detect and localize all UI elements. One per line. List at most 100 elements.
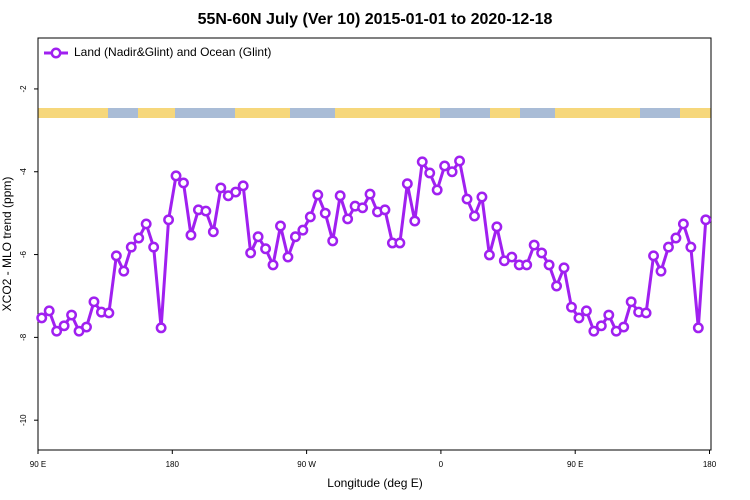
data-point <box>506 251 518 263</box>
data-point <box>528 239 540 251</box>
data-point <box>566 301 577 313</box>
data-point <box>655 265 667 277</box>
data-point <box>237 180 249 192</box>
data-point <box>454 155 466 167</box>
data-point <box>648 250 659 262</box>
data-point <box>103 307 115 319</box>
data-point <box>394 237 406 249</box>
data-point <box>603 309 615 321</box>
data-point <box>618 321 630 333</box>
data-point <box>312 189 324 201</box>
data-point <box>36 312 48 324</box>
data-point <box>469 210 480 222</box>
x-tick-label: 90 E <box>30 460 46 469</box>
y-tick-label: -10 <box>19 414 28 426</box>
data-point <box>170 170 182 182</box>
data-point <box>334 190 346 202</box>
data-point <box>51 325 63 337</box>
data-point <box>178 177 189 189</box>
data-point <box>230 186 242 198</box>
data-point <box>446 166 458 178</box>
data-point <box>200 205 212 217</box>
y-tick-label: -6 <box>19 250 28 258</box>
data-point <box>551 280 563 292</box>
data-point <box>401 178 413 190</box>
data-point <box>155 322 167 334</box>
data-point <box>439 160 451 172</box>
data-point <box>588 325 600 337</box>
data-point <box>81 321 92 333</box>
data-point <box>558 262 570 274</box>
data-point <box>536 247 548 259</box>
data-point <box>267 259 279 271</box>
data-point <box>43 305 55 317</box>
data-point <box>148 241 160 253</box>
data-point <box>416 156 428 168</box>
x-tick-label: 90 E <box>567 460 583 469</box>
x-tick-label: 0 <box>439 460 444 469</box>
data-point <box>663 241 674 253</box>
y-tick-label: -8 <box>19 333 28 341</box>
data-point <box>133 232 145 244</box>
data-point <box>58 320 70 332</box>
data-point <box>357 202 369 214</box>
data-point <box>573 312 585 324</box>
data-point <box>342 213 354 225</box>
series-line <box>40 159 708 333</box>
data-point <box>289 231 301 243</box>
y-axis-label: XCO2 - MLO trend (ppm) <box>0 177 14 312</box>
data-point <box>163 214 175 226</box>
data-point <box>304 211 316 223</box>
data-point <box>379 204 391 216</box>
data-point <box>319 207 331 219</box>
y-tick-label: -4 <box>19 168 28 176</box>
data-point <box>483 249 495 261</box>
data-point <box>670 232 682 244</box>
data-point <box>521 259 533 271</box>
data-point <box>185 229 197 241</box>
data-point <box>677 218 689 230</box>
data-point <box>625 296 637 308</box>
chart-title: 55N-60N July (Ver 10) 2015-01-01 to 2020… <box>198 11 553 28</box>
data-point <box>424 167 436 179</box>
data-point <box>140 218 152 230</box>
data-point <box>260 243 272 255</box>
data-point <box>692 322 704 334</box>
map-strip <box>38 108 711 118</box>
x-tick-label: 90 W <box>297 460 316 469</box>
data-point <box>409 215 421 227</box>
plot-frame <box>37 37 712 451</box>
x-tick-label: 180 <box>703 460 717 469</box>
x-tick-label: 180 <box>166 460 180 469</box>
data-point <box>685 241 697 253</box>
data-point <box>364 188 376 200</box>
data-point <box>700 214 712 226</box>
data-point <box>297 224 309 236</box>
legend-label: Land (Nadir&Glint) and Ocean (Glint) <box>74 45 271 59</box>
data-point <box>215 182 227 194</box>
data-point <box>88 296 100 308</box>
data-point <box>66 309 78 321</box>
data-point <box>207 226 219 238</box>
legend-marker <box>50 47 62 59</box>
data-point <box>252 231 264 243</box>
data-point <box>431 184 443 196</box>
data-point <box>275 220 286 232</box>
data-point <box>580 305 592 317</box>
data-point <box>491 221 503 233</box>
data-point <box>110 250 122 262</box>
data-point <box>282 251 294 263</box>
data-point <box>118 265 130 277</box>
y-tick-label: -2 <box>19 85 28 93</box>
data-point <box>125 241 137 253</box>
data-point <box>327 235 339 247</box>
data-point <box>640 307 652 319</box>
data-point <box>461 193 473 205</box>
data-point <box>245 247 257 259</box>
data-point <box>595 320 607 332</box>
data-point <box>543 259 555 271</box>
data-point <box>476 191 488 203</box>
x-axis-label: Longitude (deg E) <box>327 476 422 490</box>
